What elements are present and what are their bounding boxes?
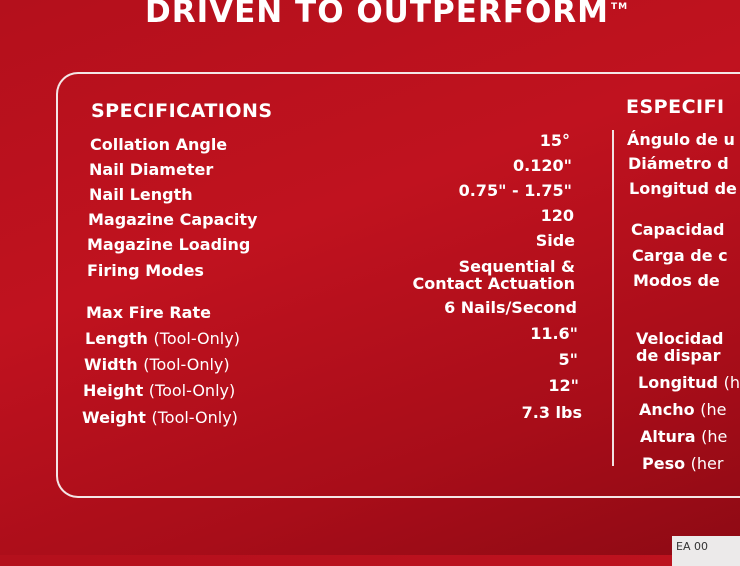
- spec-label-width: Width (Tool-Only): [84, 355, 230, 374]
- es-label-velocidad: Velocidad de dispar: [636, 330, 724, 364]
- es-label-ancho: Ancho (he: [639, 400, 726, 419]
- es-label-longitud-clavo: Longitud de: [629, 179, 737, 198]
- spec-value-firing-modes: Sequential & Contact Actuation: [413, 258, 576, 292]
- spec-value-magazine-capacity: 120: [540, 206, 574, 225]
- width-label-text: Width: [84, 355, 138, 374]
- spec-value-weight: 7.3 lbs: [521, 403, 582, 422]
- especificaciones-heading: ESPECIFI: [626, 96, 725, 118]
- width-label-note: (Tool-Only): [143, 355, 230, 374]
- es-peso-text: Peso: [642, 454, 686, 473]
- es-label-angulo: Ángulo de u: [627, 130, 735, 149]
- weight-label-note: (Tool-Only): [151, 408, 238, 427]
- es-altura-note: (he: [701, 427, 728, 446]
- velocidad-line-2: de dispar: [636, 346, 721, 365]
- spec-label-magazine-loading: Magazine Loading: [87, 235, 251, 254]
- es-label-peso: Peso (her: [642, 454, 723, 473]
- es-longitud-note: (h: [723, 373, 740, 392]
- slogan-text: DRIVEN TO OUTPERFORM: [145, 0, 610, 30]
- height-label-note: (Tool-Only): [148, 381, 236, 400]
- spec-value-nail-diameter: 0.120": [513, 156, 572, 175]
- spec-value-nail-length: 0.75" - 1.75": [458, 181, 572, 200]
- spec-label-max-fire-rate: Max Fire Rate: [86, 303, 211, 322]
- spec-label-length: Length (Tool-Only): [85, 329, 240, 348]
- specifications-heading: SPECIFICATIONS: [91, 100, 273, 122]
- es-label-carga: Carga de c: [632, 246, 728, 265]
- trademark-mark: TM: [611, 2, 629, 12]
- length-label-text: Length: [85, 329, 148, 348]
- column-divider: [612, 130, 614, 466]
- es-label-longitud: Longitud (h: [638, 373, 740, 392]
- spec-value-height: 12": [548, 376, 579, 395]
- spec-value-length: 11.6": [530, 324, 578, 343]
- corner-sticker: EA 00: [672, 536, 740, 566]
- spec-label-weight: Weight (Tool-Only): [82, 408, 238, 427]
- es-altura-text: Altura: [640, 427, 696, 446]
- firing-modes-line-2: Contact Actuation: [412, 274, 576, 293]
- slogan: DRIVEN TO OUTPERFORM TM: [145, 0, 628, 30]
- spec-value-collation-angle: 15°: [539, 131, 570, 150]
- spec-value-width: 5": [558, 350, 578, 369]
- es-label-capacidad: Capacidad: [631, 220, 725, 239]
- es-label-altura: Altura (he: [640, 427, 727, 446]
- es-label-modos: Modos de: [633, 271, 720, 290]
- spec-label-collation-angle: Collation Angle: [90, 135, 228, 154]
- spec-label-nail-length: Nail Length: [89, 185, 193, 204]
- spec-label-magazine-capacity: Magazine Capacity: [88, 210, 258, 229]
- es-longitud-text: Longitud: [638, 373, 719, 392]
- spec-value-max-fire-rate: 6 Nails/Second: [444, 298, 577, 317]
- es-ancho-text: Ancho: [639, 400, 695, 419]
- specifications-panel: [56, 72, 740, 498]
- spec-label-height: Height (Tool-Only): [83, 381, 235, 400]
- spec-label-nail-diameter: Nail Diameter: [89, 160, 214, 179]
- weight-label-text: Weight: [82, 408, 146, 427]
- es-label-diametro: Diámetro d: [628, 154, 729, 173]
- es-peso-note: (her: [690, 454, 724, 473]
- spec-value-magazine-loading: Side: [535, 231, 575, 250]
- es-ancho-note: (he: [700, 400, 727, 419]
- height-label-text: Height: [83, 381, 144, 400]
- length-label-note: (Tool-Only): [153, 329, 240, 348]
- firing-modes-line-1: Sequential &: [458, 257, 575, 276]
- spec-label-firing-modes: Firing Modes: [87, 261, 204, 280]
- velocidad-line-1: Velocidad: [636, 329, 724, 348]
